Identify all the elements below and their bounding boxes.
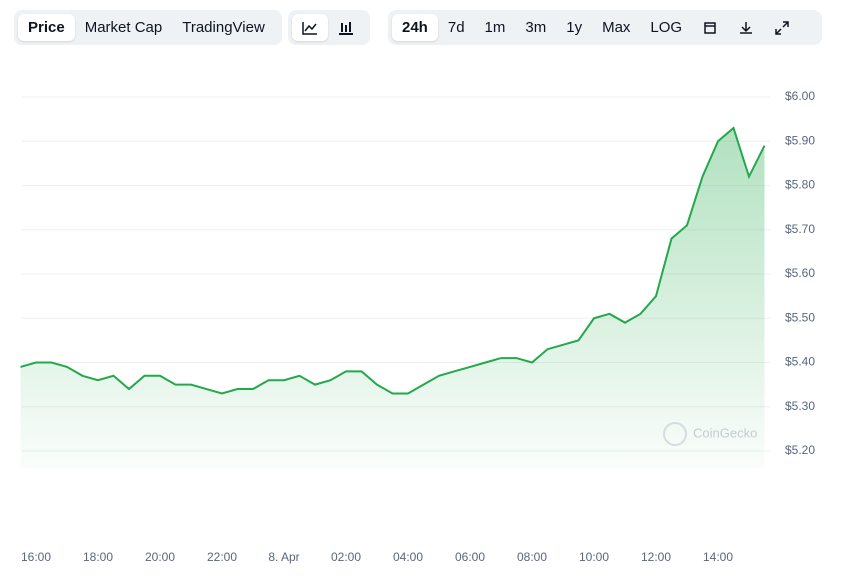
line (20, 126, 766, 395)
tab-group: Price Market Cap TradingView (14, 10, 282, 45)
y-tick-label: $5.60 (785, 266, 815, 280)
toolbar-button[interactable]: LOG (650, 19, 683, 36)
x-tick-label: 04:00 (393, 550, 423, 564)
y-tick-label: $5.50 (785, 310, 815, 324)
x-tick-label: 06:00 (455, 550, 485, 564)
watermark: CoinGecko (693, 425, 757, 440)
download-button[interactable] (728, 14, 764, 41)
range-group: 24h 7d 1m 3m 1y Max LOG (388, 10, 822, 45)
icon (740, 21, 753, 34)
toolbar-button[interactable]: 1y (566, 19, 583, 36)
x-tick-label: 16:00 (21, 550, 51, 564)
icon (704, 21, 716, 34)
toolbar-button[interactable]: 24h (392, 14, 438, 41)
watermark-logo (663, 422, 687, 446)
y-tick-label: $6.00 (785, 89, 815, 103)
x-tick-label: 12:00 (641, 550, 671, 564)
toolbar-button[interactable]: Max (602, 19, 631, 36)
y-tick-label: $5.80 (785, 178, 815, 192)
y-tick-label: $5.70 (785, 222, 815, 236)
toolbar-button[interactable]: TradingView (182, 19, 265, 36)
chart-type-group (288, 10, 370, 45)
y-tick-label: $5.90 (785, 133, 815, 147)
x-tick-label: 8. Apr (268, 550, 299, 564)
y-tick-label: $5.40 (785, 355, 815, 369)
line-icon (302, 21, 317, 35)
x-tick-label: 08:00 (517, 550, 547, 564)
x-tick-label: 18:00 (83, 550, 113, 564)
x-tick-label: 20:00 (145, 550, 175, 564)
area (20, 127, 765, 469)
fullscreen-button[interactable] (764, 14, 800, 41)
toolbar-button[interactable]: 1m (484, 19, 506, 36)
candle-chart-button[interactable] (328, 14, 364, 41)
y-tick-label: $5.20 (785, 443, 815, 457)
toolbar-button[interactable]: 7d (447, 19, 465, 36)
line-chart-button[interactable] (292, 14, 328, 41)
x-tick-label: 02:00 (331, 550, 361, 564)
x-tick-label: 22:00 (207, 550, 237, 564)
y-tick-label: $5.30 (785, 399, 815, 413)
x-tick-label: 10:00 (579, 550, 609, 564)
calendar-button[interactable] (692, 14, 728, 41)
toolbar-button[interactable]: 3m (525, 19, 547, 36)
x-tick-label: 14:00 (703, 550, 733, 564)
toolbar-button[interactable]: Market Cap (84, 19, 163, 36)
candle-icon (339, 21, 353, 35)
icon (775, 20, 789, 35)
toolbar-button[interactable]: Price (18, 14, 75, 41)
